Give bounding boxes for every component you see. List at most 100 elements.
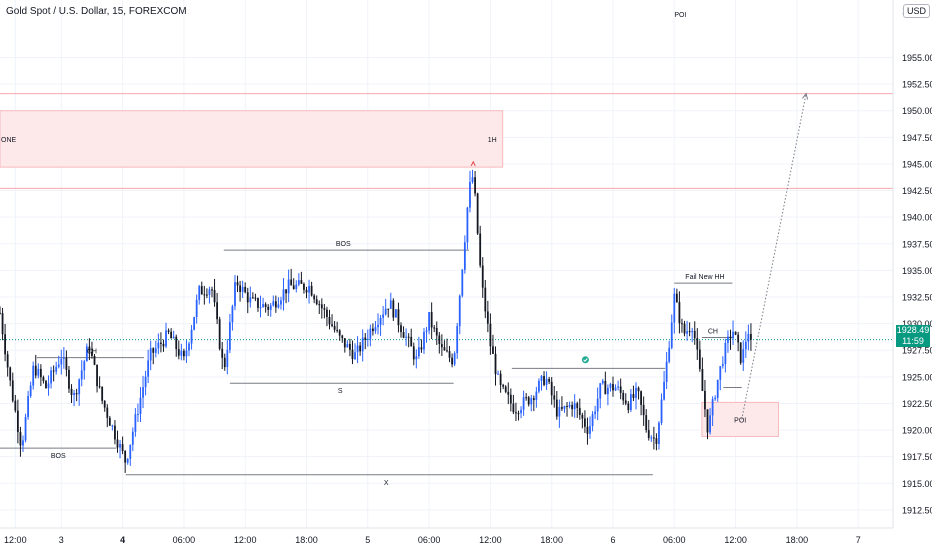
- time-tick-label: 12:00: [4, 535, 27, 545]
- time-tick-label: 06:00: [663, 535, 686, 545]
- time-tick-label: 3: [59, 535, 64, 545]
- candle-body: [471, 177, 474, 183]
- candle-body: [374, 327, 377, 332]
- candle-body: [568, 404, 571, 407]
- candle-body: [492, 346, 494, 354]
- candle-body: [320, 304, 323, 309]
- candle-body: [747, 334, 750, 342]
- candle-body: [716, 379, 719, 398]
- candle-body: [185, 350, 188, 357]
- candle-body: [341, 335, 344, 339]
- candle-body: [157, 342, 160, 349]
- price-tick-label: 1950.00: [902, 106, 932, 116]
- candles: [0, 169, 752, 473]
- candle-body: [162, 343, 165, 347]
- candle-body: [566, 405, 568, 407]
- candle-body: [734, 331, 737, 335]
- candle-body: [292, 285, 295, 289]
- candle-body: [308, 285, 310, 293]
- candle-body: [338, 330, 341, 336]
- candle-body: [538, 380, 540, 392]
- candle-body: [80, 370, 83, 380]
- candle-body: [420, 347, 423, 350]
- candle-body: [167, 330, 170, 332]
- candle-body: [93, 355, 96, 365]
- candle-body: [612, 383, 614, 391]
- candle-body: [75, 393, 78, 395]
- candle-body: [226, 349, 229, 368]
- candle-body: [704, 390, 706, 410]
- candle-body: [655, 438, 658, 444]
- candle-body: [750, 334, 752, 340]
- candle-body: [236, 282, 239, 286]
- candle-body: [290, 279, 293, 286]
- candle-body: [359, 345, 362, 352]
- candle-body: [663, 381, 665, 400]
- candle-body: [62, 357, 65, 359]
- structure-label: Fail New HH: [685, 274, 724, 281]
- candle-body: [423, 331, 425, 350]
- candle-body: [24, 417, 27, 441]
- price-tick-label: 1940.00: [902, 213, 932, 223]
- time-tick-label: 12:00: [724, 535, 747, 545]
- candle-body: [328, 317, 331, 325]
- candle-body: [650, 437, 653, 439]
- candle-body: [553, 395, 556, 400]
- candle-body: [323, 308, 326, 310]
- candle-body: [440, 344, 443, 348]
- candle-body: [443, 347, 446, 351]
- structure-label: S: [338, 388, 343, 395]
- zone-timeframe-label: 1H: [488, 137, 497, 144]
- candle-body: [379, 317, 382, 325]
- candle-body: [555, 399, 558, 417]
- candle-body: [435, 327, 438, 336]
- zones: [0, 110, 780, 437]
- candle-body: [571, 404, 574, 410]
- candle-body: [417, 347, 420, 357]
- candle-body: [599, 383, 602, 399]
- price-tick-label: 1915.00: [902, 479, 932, 489]
- candle-body: [297, 280, 300, 285]
- candle-body: [4, 334, 7, 355]
- candle-body: [295, 284, 298, 289]
- price-tick-label: 1927.50: [902, 346, 932, 356]
- candle-body: [154, 348, 157, 353]
- check-mark-icon: [583, 358, 588, 362]
- candle-body: [497, 373, 499, 375]
- candle-body: [502, 384, 505, 387]
- candle-body: [165, 330, 167, 347]
- candle-body: [629, 394, 632, 411]
- candle-body: [300, 280, 303, 284]
- symbol-legend[interactable]: Gold Spot / U.S. Dollar, 15, FOREXCOM: [6, 6, 187, 17]
- candle-body: [361, 337, 364, 352]
- candle-body: [70, 388, 73, 395]
- candle-body: [540, 375, 543, 381]
- candle-body: [96, 364, 98, 387]
- time-tick-label: 5: [365, 535, 370, 545]
- candle-body: [584, 418, 586, 427]
- candle-body: [389, 300, 392, 309]
- price-tick-label: 1945.00: [902, 159, 932, 169]
- candle-body: [83, 361, 86, 371]
- zone-box: [701, 401, 780, 437]
- price-tick-label: 1920.00: [902, 426, 932, 436]
- candle-body: [9, 367, 12, 381]
- candle-body: [216, 302, 219, 320]
- candle-body: [737, 334, 740, 343]
- candle-body: [172, 336, 175, 339]
- candle-body: [369, 328, 372, 339]
- candle-body: [535, 391, 538, 401]
- candle-body: [721, 364, 724, 367]
- candle-body: [392, 300, 395, 318]
- candle-body: [195, 299, 198, 318]
- candle-body: [177, 349, 180, 356]
- candle-body: [463, 242, 466, 270]
- candle-body: [604, 380, 607, 395]
- candle-body: [106, 407, 109, 418]
- candle-body: [134, 414, 137, 432]
- candle-body: [203, 294, 206, 296]
- currency-button[interactable]: USD: [903, 4, 931, 18]
- candle-body: [47, 383, 50, 389]
